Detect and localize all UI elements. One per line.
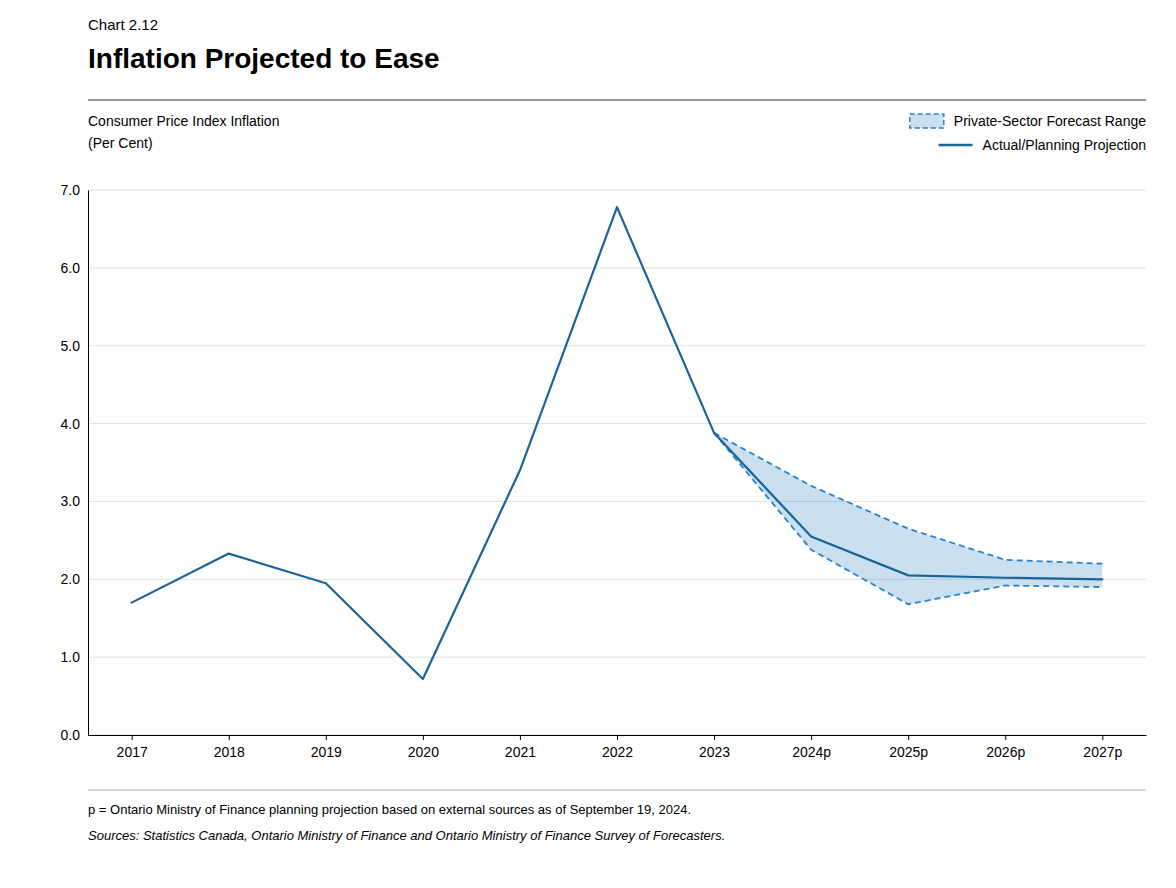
x-tick: 2027p [1083,735,1122,760]
y-tick-label: 2.0 [61,571,81,587]
x-tick-mark [229,735,230,740]
x-tick: 2025p [889,735,928,760]
y-tick: 1.0 [61,649,88,665]
grid-line [88,345,1146,346]
grid-line [88,657,1146,658]
x-tick-mark [520,735,521,740]
y-tick: 3.0 [61,493,88,509]
chart-label: Chart 2.12 [88,16,158,33]
x-tick-label: 2019 [311,744,342,760]
y-tick-label: 1.0 [61,649,81,665]
legend-swatch [910,114,944,128]
x-tick-mark [811,735,812,740]
grid-line [88,501,1146,502]
x-tick: 2024p [792,735,831,760]
x-tick-mark [423,735,424,740]
x-tick-mark [714,735,715,740]
x-tick-label: 2020 [408,744,439,760]
x-tick-label: 2023 [699,744,730,760]
chart: Chart 2.12 Inflation Projected to Ease Con… [0,0,1176,888]
y-tick-label: 5.0 [61,338,81,354]
x-tick-label: 2021 [505,744,536,760]
title: Inflation Projected to Ease [88,43,440,74]
y-tick: 5.0 [61,338,88,354]
x-tick: 2018 [214,735,245,760]
x-tick-mark [1102,735,1103,740]
series-line [132,207,1103,679]
x-tick-label: 2018 [214,744,245,760]
y-tick: 6.0 [61,260,88,276]
x-tick-mark [908,735,909,740]
x-tick: 2023 [699,735,730,760]
x-tick-label: 2025p [889,744,928,760]
legend-label: Private-Sector Forecast Range [954,113,1146,129]
y-axis-title: Consumer Price Index Inflation [88,113,279,129]
footnote: p = Ontario Ministry of Finance planning… [88,802,691,817]
grid [88,190,1146,735]
x-tick-mark [617,735,618,740]
y-tick-label: 7.0 [61,182,81,198]
y-tick-label: 0.0 [61,727,81,743]
forecast-upper-line [714,433,1102,564]
y-tick: 2.0 [61,571,88,587]
x-tick: 2022 [602,735,633,760]
grid-line [88,267,1146,268]
x-tick: 2021 [505,735,536,760]
y-tick: 4.0 [61,416,88,432]
x-tick: 2019 [311,735,342,760]
y-axis-title: (Per Cent) [88,135,153,151]
y-axis: 0.0 1.0 2.0 3.0 4.0 5.0 6.0 7.0 [61,182,89,743]
legend-label: Actual/Planning Projection [983,137,1146,153]
footnote: Sources: Statistics Canada, Ontario Mini… [88,828,725,843]
grid-line [88,190,1146,191]
x-tick-mark [132,735,133,740]
y-tick: 0.0 [61,727,88,743]
x-tick-label: 2022 [602,744,633,760]
x-tick: 2020 [408,735,439,760]
x-tick-label: 2026p [986,744,1025,760]
legend: Private-Sector Forecast Range Actual/Plan… [910,113,1146,153]
x-tick: 2017 [117,735,148,760]
x-tick-label: 2017 [117,744,148,760]
legend-swatch [939,144,973,147]
x-tick: 2026p [986,735,1025,760]
x-tick-label: 2027p [1083,744,1122,760]
header-rule [88,99,1146,100]
y-tick-label: 6.0 [61,260,81,276]
y-tick: 7.0 [61,182,88,198]
x-tick-mark [326,735,327,740]
grid-line [88,423,1146,424]
y-tick-label: 3.0 [61,493,81,509]
x-axis: 2017 2018 2019 2020 2021 2022 2023 2024p 2025p 20… [89,735,1147,760]
x-tick-label: 2024p [792,744,831,760]
x-tick-mark [1005,735,1006,740]
y-axis-line [88,191,89,736]
plot-area [132,207,1103,679]
y-tick-label: 4.0 [61,416,81,432]
footnote-rule [88,790,1146,791]
